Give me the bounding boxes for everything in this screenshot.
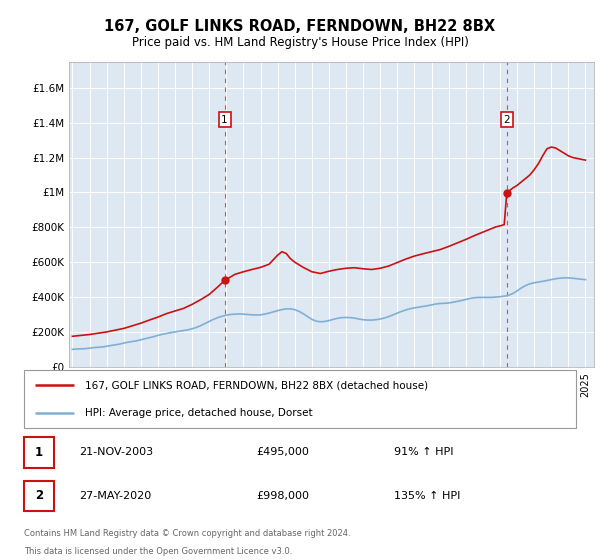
- Text: This data is licensed under the Open Government Licence v3.0.: This data is licensed under the Open Gov…: [24, 547, 292, 556]
- Text: 91% ↑ HPI: 91% ↑ HPI: [394, 447, 454, 458]
- Text: £998,000: £998,000: [256, 491, 309, 501]
- FancyBboxPatch shape: [24, 480, 55, 511]
- Text: HPI: Average price, detached house, Dorset: HPI: Average price, detached house, Dors…: [85, 408, 313, 418]
- FancyBboxPatch shape: [24, 370, 576, 428]
- Text: 2: 2: [35, 489, 43, 502]
- Text: 135% ↑ HPI: 135% ↑ HPI: [394, 491, 460, 501]
- Text: 167, GOLF LINKS ROAD, FERNDOWN, BH22 8BX: 167, GOLF LINKS ROAD, FERNDOWN, BH22 8BX: [104, 19, 496, 34]
- Text: 167, GOLF LINKS ROAD, FERNDOWN, BH22 8BX (detached house): 167, GOLF LINKS ROAD, FERNDOWN, BH22 8BX…: [85, 380, 428, 390]
- Text: 1: 1: [221, 115, 228, 124]
- Text: 1: 1: [35, 446, 43, 459]
- Text: Contains HM Land Registry data © Crown copyright and database right 2024.: Contains HM Land Registry data © Crown c…: [24, 529, 350, 538]
- Text: Price paid vs. HM Land Registry's House Price Index (HPI): Price paid vs. HM Land Registry's House …: [131, 36, 469, 49]
- FancyBboxPatch shape: [24, 437, 55, 468]
- Text: 21-NOV-2003: 21-NOV-2003: [79, 447, 154, 458]
- Text: 2: 2: [503, 115, 510, 124]
- Text: £495,000: £495,000: [256, 447, 309, 458]
- Text: 27-MAY-2020: 27-MAY-2020: [79, 491, 151, 501]
